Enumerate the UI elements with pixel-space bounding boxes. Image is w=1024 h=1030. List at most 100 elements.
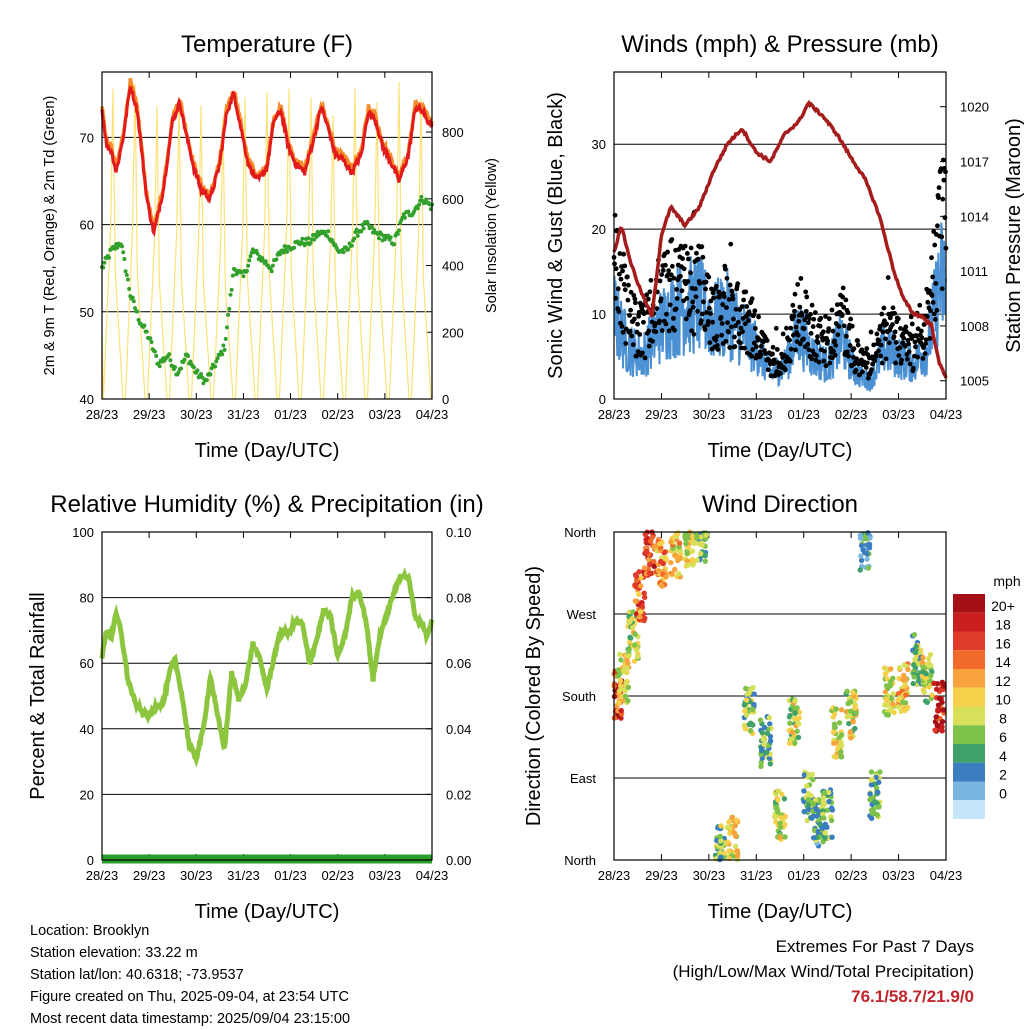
direction-point (782, 814, 788, 821)
gust-point (820, 329, 826, 335)
x-tick-label: 01/23 (274, 407, 307, 422)
direction-point (646, 570, 653, 577)
gust-point (709, 286, 714, 292)
x-tick-label: 02/23 (321, 407, 354, 422)
gust-point (699, 311, 705, 317)
dewpoint-point (402, 215, 407, 220)
direction-point (646, 556, 652, 563)
gust-point (905, 337, 911, 343)
gust-point (815, 340, 821, 345)
direction-point (801, 788, 807, 794)
gust-point (768, 373, 774, 379)
y-tick-label: 40 (80, 392, 94, 407)
gust-point (771, 361, 776, 367)
gust-point (719, 321, 725, 326)
dewpoint-point (221, 343, 226, 348)
direction-point (777, 824, 784, 831)
direction-point (858, 557, 865, 564)
gust-point (730, 296, 736, 302)
legend-label: 4 (999, 748, 1007, 764)
gust-point (654, 306, 660, 311)
gust-point (890, 305, 896, 311)
created-text: Figure created on Thu, 2025-09-04, at 23… (30, 989, 349, 1005)
dewpoint-point (417, 202, 422, 207)
direction-point (941, 707, 947, 713)
dewpoint-point (227, 306, 232, 311)
gust-point (668, 272, 674, 278)
y-tick-label: 60 (80, 656, 94, 671)
gust-point (722, 266, 728, 272)
direction-point (668, 559, 674, 566)
x-tick-label: 01/23 (787, 407, 820, 422)
gust-point (619, 324, 625, 329)
gust-point (688, 245, 694, 251)
direction-point (727, 830, 733, 836)
dewpoint-point (248, 254, 253, 259)
y-axis-label-left: Direction (Colored By Speed) (523, 566, 545, 826)
direction-point (864, 556, 870, 562)
direction-point (787, 720, 793, 726)
gust-point (935, 223, 940, 229)
gust-point (832, 352, 838, 358)
gust-point (899, 357, 904, 363)
direction-point (641, 565, 648, 571)
gust-point (854, 356, 859, 362)
gust-point (901, 335, 907, 341)
y-right-tick-label: 0.00 (446, 853, 471, 868)
direction-point (838, 754, 844, 760)
gust-point (864, 360, 870, 366)
gust-point (893, 360, 899, 366)
dewpoint-point (233, 267, 238, 272)
dewpoint-point (246, 263, 251, 268)
direction-point (781, 796, 788, 802)
dewpoint-point (188, 359, 193, 364)
direction-point (617, 678, 624, 684)
direction-point (622, 693, 629, 699)
gust-point (788, 325, 794, 331)
direction-point (675, 571, 682, 577)
direction-point (702, 558, 709, 564)
direction-point (810, 835, 817, 841)
direction-point (928, 672, 934, 679)
y-tick-label: East (570, 771, 596, 786)
gust-point (715, 347, 721, 352)
dewpoint-point (229, 287, 234, 292)
gust-point (914, 333, 919, 339)
direction-point (775, 809, 781, 815)
gust-point (725, 320, 730, 325)
y-right-tick-label: 1011 (960, 264, 988, 279)
direction-point (831, 740, 837, 747)
direction-point (641, 594, 648, 601)
gust-point (876, 338, 882, 343)
gust-point (884, 321, 889, 327)
direction-point (731, 830, 737, 836)
gust-point (793, 324, 799, 330)
direction-point (848, 735, 854, 741)
gust-point (686, 256, 691, 262)
legend-label: 2 (999, 767, 1007, 783)
legend-swatch (953, 687, 985, 707)
gust-point (628, 307, 633, 313)
gust-point (932, 242, 938, 248)
direction-point (637, 583, 644, 589)
gust-point (795, 332, 801, 338)
dewpoint-point (123, 269, 128, 274)
panel-title-0: Temperature (F) (181, 31, 353, 58)
direction-point (836, 720, 843, 726)
gust-point (713, 283, 719, 289)
dewpoint-point (204, 378, 209, 383)
plot-frame (101, 531, 433, 861)
y-tick-label: 20 (592, 222, 606, 237)
gust-point (843, 297, 849, 303)
direction-point (795, 734, 802, 741)
gust-point (690, 304, 696, 310)
gust-point (921, 322, 927, 327)
gust-point (817, 323, 823, 329)
dewpoint-point (208, 372, 213, 377)
gust-point (764, 338, 770, 343)
direction-point (643, 548, 650, 554)
direction-point (747, 720, 754, 726)
gust-point (803, 289, 809, 295)
gust-point (876, 348, 881, 354)
gust-point (936, 195, 941, 200)
